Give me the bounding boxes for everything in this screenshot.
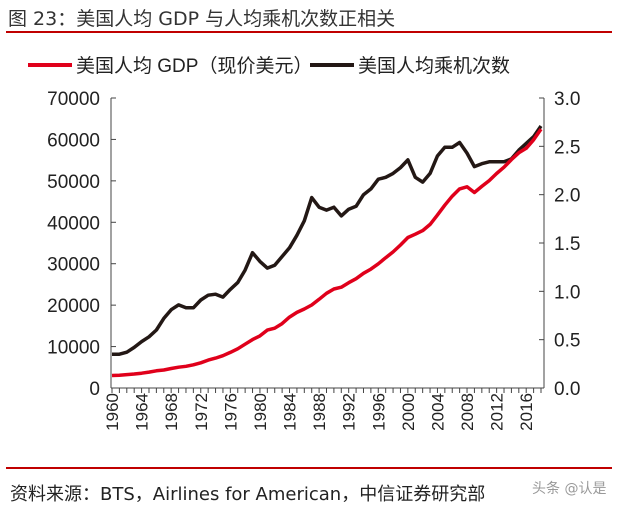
right-tick-label: 0.5	[554, 331, 580, 352]
x-tick-label: 1976	[221, 393, 240, 431]
x-tick-label: 1968	[162, 393, 181, 431]
right-tick-label: 0.0	[554, 379, 580, 400]
left-tick-label: 50000	[47, 172, 100, 193]
left-tick-label: 0	[89, 379, 100, 400]
x-tick-label: 1972	[192, 393, 211, 431]
x-tick-label: 2016	[517, 393, 536, 431]
x-tick-label: 1964	[133, 393, 152, 431]
series-lines	[111, 125, 543, 378]
figure-title: 图 23：美国人均 GDP 与人均乘机次数正相关	[8, 8, 396, 30]
right-tick-label: 2.0	[554, 186, 580, 207]
axes: 0 10000 20000 30000 40000 50000 60000 70000 0.0 0…	[47, 89, 580, 431]
x-tick-label: 1980	[251, 393, 270, 431]
right-tick-label: 1.0	[554, 282, 580, 303]
legend: 美国人均 GDP（现价美元） 美国人均乘机次数	[28, 55, 510, 77]
gdp-line	[111, 128, 543, 378]
x-tick-label: 2004	[428, 393, 447, 431]
x-tick-label: 1988	[310, 393, 329, 431]
legend-label-gdp: 美国人均 GDP（现价美元）	[76, 55, 312, 77]
x-tick-label: 1960	[103, 393, 122, 431]
right-tick-label: 3.0	[554, 89, 580, 110]
left-tick-label: 30000	[47, 255, 100, 276]
x-tick-label: 2008	[458, 393, 477, 431]
title-divider	[6, 31, 612, 33]
source-note: 资料来源：BTS，Airlines for American，中信证券研究部	[10, 484, 486, 505]
left-tick-label: 40000	[47, 213, 100, 234]
watermark: 头条 @认是	[532, 481, 607, 497]
right-tick-label: 2.5	[554, 137, 580, 158]
legend-label-trips: 美国人均乘机次数	[358, 55, 510, 77]
left-tick-label: 20000	[47, 296, 100, 317]
x-tick-label: 2000	[399, 393, 418, 431]
right-tick-label: 1.5	[554, 234, 580, 255]
chart: 美国人均 GDP（现价美元） 美国人均乘机次数 0 10000 20000 30000…	[28, 55, 580, 431]
left-tick-label: 70000	[47, 89, 100, 110]
trips-line	[112, 125, 543, 356]
x-tick-label: 2012	[488, 393, 507, 431]
x-tick-label: 1996	[369, 393, 388, 431]
x-tick-label: 1984	[281, 393, 300, 431]
left-tick-label: 60000	[47, 130, 100, 151]
left-tick-label: 10000	[47, 338, 100, 359]
footer-divider	[6, 467, 612, 469]
x-tick-label: 1992	[340, 393, 359, 431]
